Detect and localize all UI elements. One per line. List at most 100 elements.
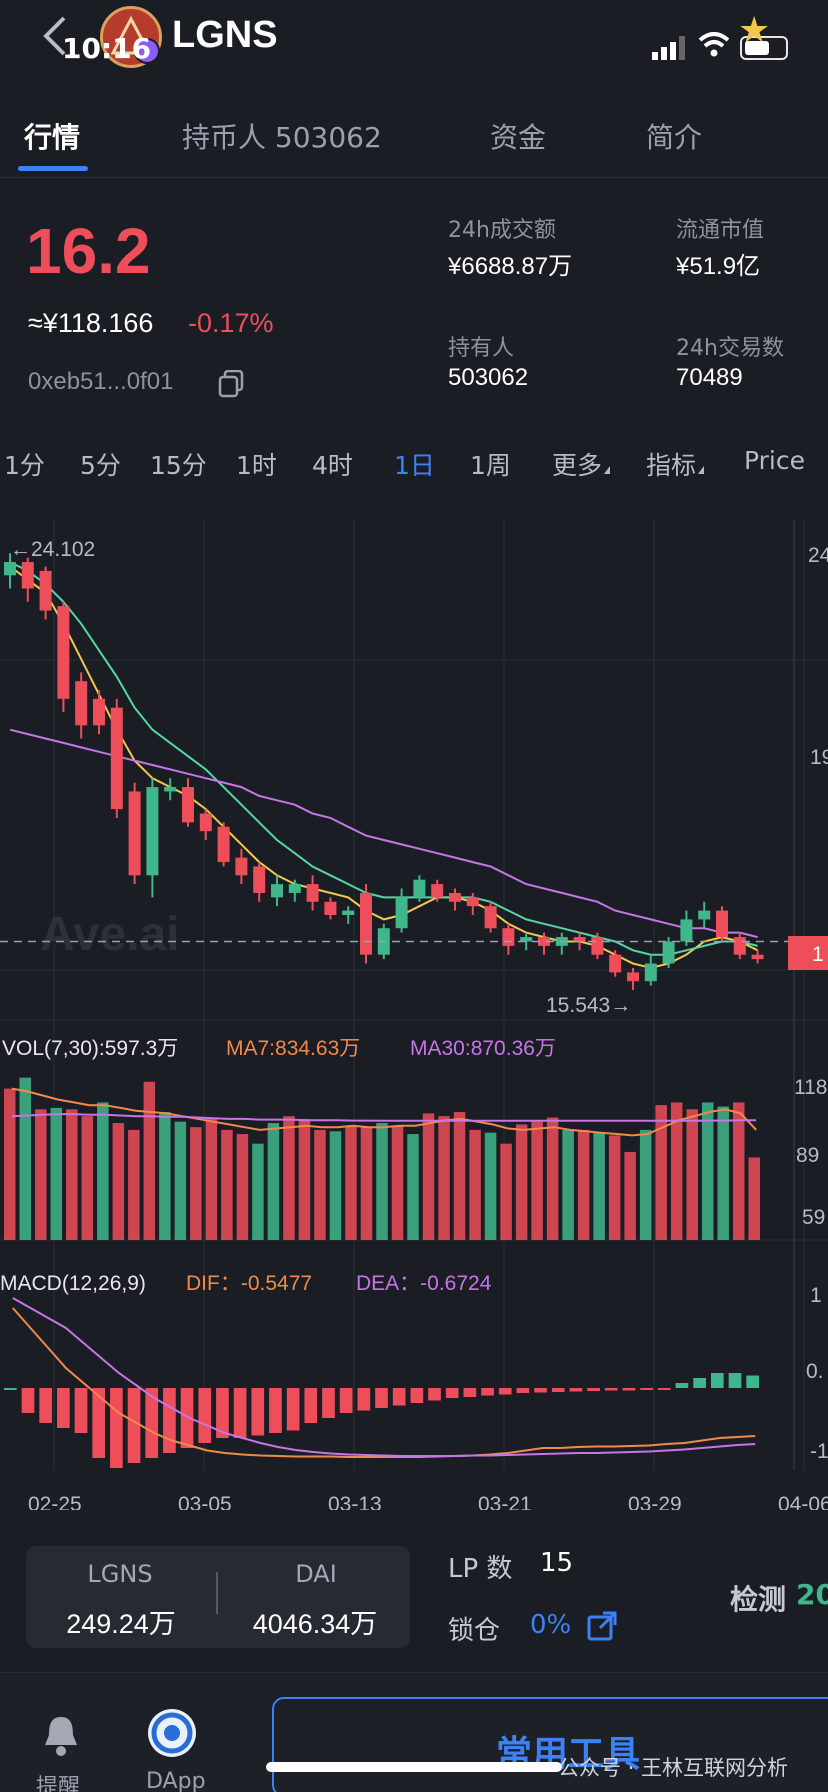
volume-bar [717,1106,729,1240]
detect-label[interactable]: 检测 [730,1583,787,1616]
timeframe-1m[interactable]: 1分 [4,451,45,480]
candle [110,698,123,818]
dapp-icon[interactable] [148,1709,196,1757]
candle-body [698,910,711,920]
token-title: LGNS [172,14,278,56]
logo-triangle-icon [110,15,152,55]
macd-bar [216,1388,229,1438]
remind-label[interactable]: 提醒 [36,1775,81,1792]
macd-bar [357,1388,371,1411]
lock-value[interactable]: 0% [530,1610,572,1640]
macd-axis-mid: 0. [806,1360,824,1383]
market-cap-value: ¥51.9亿 [676,253,761,280]
timeframe-4h[interactable]: 4时 [312,451,353,480]
volume-bar [329,1131,342,1240]
macd-axis-low: -1 [810,1440,828,1463]
bell-icon[interactable] [40,1713,82,1757]
macd-bar [534,1388,547,1393]
volume-ma-lines [11,1087,757,1137]
candle-body [306,884,319,902]
macd-lines [12,1297,756,1458]
price-chart[interactable]: ←24.102 Ave.ai 15.543→ 24 19 1 VOL(7,30)… [0,520,828,1510]
current-price-tag-text: 1 [812,943,824,966]
volume-bar [236,1134,249,1240]
volume-bar [50,1107,63,1240]
tab-funds[interactable]: 资金 [490,121,547,154]
vol-axis-top: 118 [794,1076,827,1099]
high-marker: ←24.102 [10,538,95,561]
candle [733,932,746,960]
timeframe-1h[interactable]: 1时 [236,451,277,480]
detect-value[interactable]: 20 [796,1578,828,1611]
volume-bar [345,1125,357,1240]
candle [413,875,426,902]
volume-bar [500,1143,512,1240]
candle [431,879,444,902]
pool-token-a-symbol: LGNS [87,1560,153,1588]
volume-bar [562,1129,574,1240]
pool-token-a-value: 249.24万 [66,1609,176,1639]
volume-bar [732,1102,745,1240]
candle-body [431,884,444,898]
volume-bar [469,1129,481,1240]
axis-label-mid: 19 [810,746,828,769]
volume-bar [143,1081,156,1240]
more-dropdown[interactable]: 更多 [552,446,611,482]
candle-body [288,884,301,893]
chart-watermark: Ave.ai [40,908,180,961]
volume-bar [66,1109,78,1240]
candle [555,932,568,955]
candle-body [680,919,693,942]
cellular-signal-icon [652,36,685,60]
macd-bar [622,1388,636,1391]
candlesticks [4,553,764,990]
macd-bar [587,1388,600,1391]
candle [662,937,675,968]
volume-bar [283,1116,295,1240]
tx-24h-value: 70489 [676,364,743,391]
volume-bar [655,1105,667,1240]
caret-icon [698,466,705,474]
main-tabs: 行情 持币人 503062 资金 简介 [0,104,828,178]
price-dropdown[interactable]: Price [744,446,805,475]
candle-body [484,906,497,929]
volume-bar [701,1102,714,1240]
favorite-star-icon[interactable]: ★ [738,10,771,51]
home-indicator[interactable] [266,1762,562,1772]
candle-body [4,562,16,576]
macd-dea-line [12,1297,756,1457]
indicators-dropdown[interactable]: 指标 [646,446,705,482]
tab-market[interactable]: 行情 [24,121,81,154]
market-cap-label: 流通市值 [676,218,765,243]
external-link-icon[interactable] [586,1610,618,1642]
candle-body [39,570,52,611]
dapp-label[interactable]: DApp [146,1769,206,1792]
timeframe-15m[interactable]: 15分 [150,451,207,480]
back-arrow-icon[interactable] [36,12,76,60]
candle [342,906,355,924]
axis-label-top: 24 [808,544,828,567]
tab-holders[interactable]: 持币人 503062 [182,121,382,154]
volume-bar [112,1123,125,1240]
caret-icon [604,466,611,474]
volume-bar [407,1134,419,1240]
macd-bar [127,1388,141,1463]
status-time: 10:16 [62,32,152,65]
copy-icon[interactable] [218,370,244,398]
macd-dif-line [12,1307,756,1458]
macd-bar [693,1378,706,1388]
macd-bar [4,1388,17,1390]
timeframe-1d[interactable]: 1日 [394,451,435,480]
candle-body [573,937,586,942]
tab-intro[interactable]: 简介 [646,121,703,154]
timeframe-1w[interactable]: 1周 [470,451,511,480]
candle-body [75,681,88,726]
timeframe-5m[interactable]: 5分 [80,451,121,480]
bottom-nav: 提醒 DApp 常用工具 [0,1672,828,1792]
wifi-icon [698,32,730,57]
volume-bar [4,1088,16,1240]
macd-bar [640,1388,653,1390]
candle-body [733,937,746,955]
vol-ma30-legend: MA30:870.36万 [410,1037,556,1060]
candle [39,566,52,620]
